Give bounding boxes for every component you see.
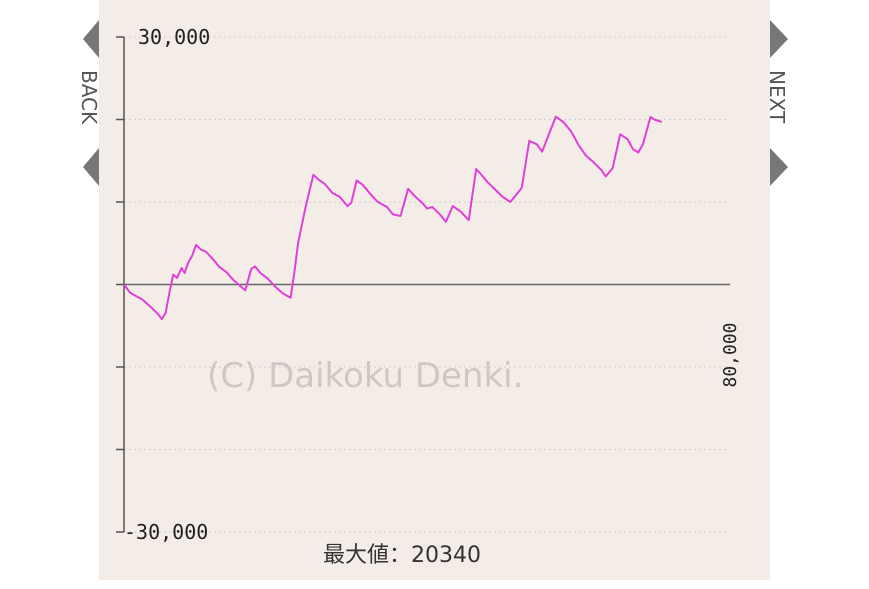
watermark-text: (C) Daikoku Denki. — [207, 356, 523, 396]
chart-grid — [124, 36, 730, 533]
next-nav[interactable]: NEXT — [765, 20, 789, 186]
arrow-left-icon[interactable] — [83, 20, 99, 58]
y-tick-label-min: -30,000 — [124, 520, 208, 544]
arrow-left-icon[interactable] — [83, 148, 99, 186]
series-line — [123, 115, 663, 321]
next-label[interactable]: NEXT — [765, 70, 789, 124]
chart-panel — [99, 0, 770, 580]
arrow-right-icon[interactable] — [770, 20, 788, 58]
back-nav[interactable]: BACK — [77, 20, 101, 186]
arrow-right-icon[interactable] — [770, 148, 788, 186]
x-max-label: 80,000 — [720, 322, 741, 387]
y-axis-ticks — [116, 36, 124, 533]
max-value-label: 最大値：20340 — [323, 543, 481, 568]
y-tick-label-max: 30,000 — [138, 25, 210, 49]
back-label[interactable]: BACK — [77, 70, 101, 125]
